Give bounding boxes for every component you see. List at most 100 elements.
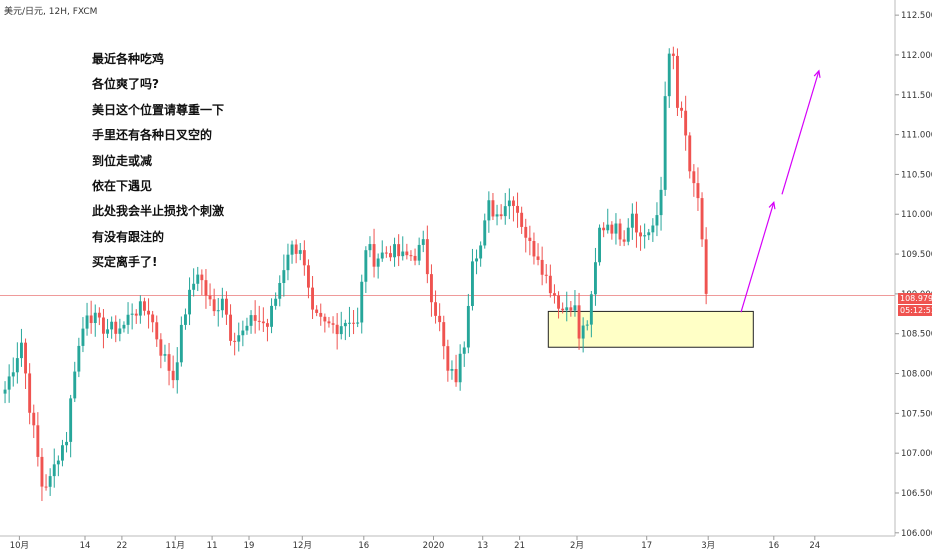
candle-body bbox=[553, 293, 556, 296]
x-tick-label: 16 bbox=[768, 541, 779, 550]
candle bbox=[565, 291, 569, 322]
candle-body bbox=[569, 307, 573, 311]
candle-body bbox=[520, 212, 524, 227]
candle bbox=[134, 309, 138, 324]
candle bbox=[257, 305, 261, 331]
x-tick-label: 2020 bbox=[423, 541, 445, 550]
candle bbox=[44, 474, 48, 491]
candle-body bbox=[380, 252, 384, 259]
candle bbox=[458, 344, 462, 391]
candle bbox=[520, 206, 524, 234]
candle bbox=[372, 228, 376, 278]
candle-body bbox=[315, 309, 319, 313]
candle bbox=[188, 277, 191, 326]
y-tick-label: 111.000 bbox=[901, 131, 932, 141]
candle bbox=[466, 293, 470, 354]
y-tick-label: 107.000 bbox=[901, 449, 932, 459]
candle bbox=[155, 315, 159, 347]
candle-body bbox=[253, 315, 257, 321]
candle-body bbox=[261, 321, 265, 324]
candle-body bbox=[524, 226, 528, 238]
candle-body bbox=[298, 250, 302, 254]
candle-body bbox=[397, 244, 401, 257]
candle bbox=[77, 337, 81, 378]
candle bbox=[159, 333, 163, 369]
candle-body bbox=[110, 321, 114, 330]
y-tick-label: 112.500 bbox=[901, 11, 932, 21]
candle-body bbox=[134, 313, 138, 316]
x-tick-label: 11月 bbox=[166, 541, 185, 550]
candle-body bbox=[635, 213, 638, 233]
candle-body bbox=[454, 369, 458, 383]
candle-body bbox=[516, 205, 519, 213]
candle-body bbox=[696, 183, 700, 199]
candle bbox=[315, 305, 319, 317]
candle-body bbox=[491, 200, 495, 217]
candle-body bbox=[360, 281, 364, 323]
candle-body bbox=[36, 425, 40, 457]
candle-body bbox=[622, 239, 626, 242]
candle-body bbox=[659, 189, 663, 216]
candle-body bbox=[565, 307, 569, 311]
candle-body bbox=[311, 287, 314, 310]
x-tick-label: 17 bbox=[641, 541, 652, 550]
candle-body bbox=[692, 171, 696, 184]
candle-body bbox=[73, 371, 77, 399]
candle bbox=[335, 313, 339, 350]
candle bbox=[343, 319, 347, 341]
candle bbox=[73, 361, 77, 403]
candle-body bbox=[3, 389, 7, 394]
y-tick-label: 106.000 bbox=[901, 529, 932, 539]
candle-body bbox=[655, 215, 659, 226]
candle-body bbox=[151, 314, 155, 323]
candle bbox=[3, 381, 7, 404]
candle bbox=[151, 310, 155, 333]
y-axis: 112.500 112.000 111.500 111.000 110.500 110.0… bbox=[894, 0, 932, 539]
candle bbox=[278, 275, 282, 307]
candle bbox=[696, 167, 700, 211]
annotation-line: 此处我会半止损找个刺激 bbox=[92, 204, 225, 219]
y-tick-label: 107.500 bbox=[901, 409, 932, 419]
candle-body bbox=[245, 325, 249, 331]
candle-body bbox=[626, 227, 630, 242]
candle bbox=[643, 223, 647, 249]
annotation-line: 买定离手了! bbox=[92, 255, 158, 270]
candle bbox=[680, 101, 683, 118]
candle-body bbox=[97, 312, 101, 318]
arrow-head bbox=[768, 200, 776, 210]
candle-body bbox=[372, 244, 376, 267]
candle-body bbox=[676, 55, 679, 108]
candle bbox=[397, 234, 401, 267]
candle bbox=[462, 341, 466, 367]
candle-body bbox=[602, 227, 606, 231]
candle bbox=[384, 246, 388, 258]
candle bbox=[97, 307, 101, 326]
candle-body bbox=[20, 342, 23, 359]
candle bbox=[85, 302, 89, 336]
y-tick-label: 110.000 bbox=[901, 210, 932, 220]
candle bbox=[28, 363, 32, 425]
candle bbox=[479, 241, 483, 267]
projection-arrows bbox=[740, 69, 821, 313]
candle-body bbox=[581, 325, 585, 339]
candle-body bbox=[343, 322, 347, 327]
candle-body bbox=[237, 335, 241, 342]
candle-body bbox=[85, 315, 89, 329]
candle bbox=[692, 164, 696, 197]
candle-body bbox=[274, 298, 278, 306]
candle-body bbox=[65, 441, 68, 446]
candle-body bbox=[323, 316, 327, 322]
candle bbox=[249, 310, 253, 334]
candle-body bbox=[278, 283, 282, 299]
candle-body bbox=[93, 312, 97, 324]
candle-body bbox=[651, 225, 655, 233]
candle-body bbox=[24, 342, 27, 374]
candle-body bbox=[307, 265, 310, 288]
candle bbox=[704, 227, 708, 305]
candle bbox=[147, 298, 150, 329]
candle bbox=[56, 455, 60, 477]
y-tick-label: 110.500 bbox=[901, 170, 932, 180]
candle bbox=[307, 259, 310, 299]
candle-body bbox=[704, 239, 708, 294]
annotation-line: 最近各种吃鸡 bbox=[92, 52, 165, 66]
